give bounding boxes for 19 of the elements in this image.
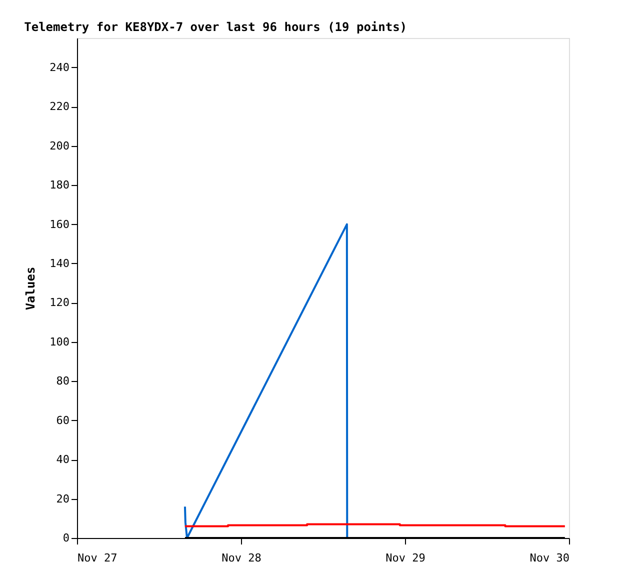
y-tick-label: 240 <box>50 60 70 74</box>
x-tick-label: Nov 28 <box>222 552 262 564</box>
y-tick-label: 180 <box>50 178 70 192</box>
y-tick-label: 160 <box>50 218 70 231</box>
y-tick-label: 40 <box>56 453 70 466</box>
y-tick-label: 80 <box>56 374 70 388</box>
y-tick-label: 200 <box>50 139 70 152</box>
y-tick-label: 220 <box>50 100 70 114</box>
y-axis-title: Values <box>24 266 38 310</box>
y-tick-label: 0 <box>62 532 70 544</box>
x-tick-label: Nov 27 <box>78 552 118 564</box>
x-tick-label: Nov 30 <box>530 552 570 564</box>
y-tick-label: 120 <box>50 296 70 310</box>
y-tick-label: 60 <box>56 414 70 427</box>
y-tick-label: 20 <box>56 492 70 506</box>
y-tick-label: 100 <box>50 335 70 348</box>
chart-title: Telemetry for KE8YDX-7 over last 96 hours (19 points) <box>24 20 408 34</box>
x-tick-label: Nov 29 <box>386 552 426 564</box>
y-tick-label: 140 <box>50 256 70 270</box>
